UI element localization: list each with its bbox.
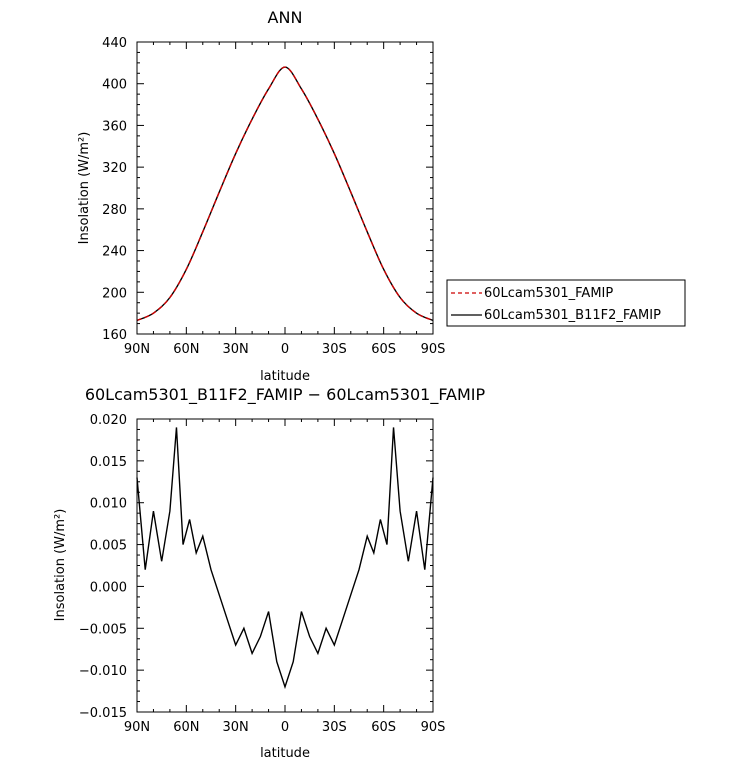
top-y-axis-label: Insolation (W/m²) [77, 132, 92, 245]
top-x-tick-label: 90S [421, 342, 446, 357]
bottom-series-line-60lcam5301-b11f2-famip [136, 427, 434, 690]
bottom-x-tick-label: 30S [322, 720, 347, 735]
bottom-y-tick-label: 0.010 [90, 497, 127, 512]
bottom-chart-title: 60Lcam5301_B11F2_FAMIP − 60Lcam5301_FAMI… [85, 385, 486, 405]
top-series-line-60lcam5301-b11f2-famip [136, 66, 434, 322]
bottom-x-tick-label: 30N [223, 720, 249, 735]
bottom-panel: 60Lcam5301_B11F2_FAMIP − 60Lcam5301_FAMI… [53, 385, 486, 761]
bottom-y-tick-label: 0.015 [90, 455, 127, 470]
bottom-plot-frame [136, 418, 434, 713]
top-y-tick-label: 360 [102, 119, 127, 134]
top-x-tick-label: 60N [173, 342, 199, 357]
top-y-tick-label: 440 [102, 36, 127, 51]
top-y-tick-label: 400 [102, 78, 127, 93]
top-y-tick-label: 160 [102, 328, 127, 343]
bottom-x-tick-label: 90S [421, 720, 446, 735]
bottom-y-tick-label: 0.000 [90, 580, 127, 595]
legend-box [446, 279, 686, 327]
legend-label-famip: 60Lcam5301_FAMIP [484, 286, 613, 301]
bottom-x-axis-label: latitude [260, 746, 310, 761]
top-x-tick-label: 30S [322, 342, 347, 357]
bottom-y-tick-label: −0.010 [79, 664, 127, 679]
top-y-tick-label: 320 [102, 161, 127, 176]
top-x-tick-label: 0 [281, 342, 289, 357]
top-y-tick-label: 200 [102, 286, 127, 301]
bottom-x-tick-label: 90N [124, 720, 150, 735]
top-x-tick-label: 30N [223, 342, 249, 357]
bottom-y-tick-label: 0.005 [90, 539, 127, 554]
legend-label-b11f2: 60Lcam5301_B11F2_FAMIP [484, 308, 661, 323]
bottom-y-tick-label: 0.020 [90, 413, 127, 428]
top-panel: ANN 160 200 240 280 320 360 400 440 90N 60N 30N 0 3… [77, 8, 686, 384]
top-plot-frame [136, 41, 434, 335]
top-x-tick-label: 60S [371, 342, 396, 357]
top-x-axis-label: latitude [260, 369, 310, 384]
top-x-tick-label: 90N [124, 342, 150, 357]
top-y-tick-label: 280 [102, 203, 127, 218]
bottom-y-axis-label: Insolation (W/m²) [53, 509, 68, 622]
bottom-x-tick-label: 60N [173, 720, 199, 735]
bottom-x-tick-label: 0 [281, 720, 289, 735]
top-chart-title: ANN [268, 8, 303, 27]
top-y-tick-label: 240 [102, 245, 127, 260]
bottom-y-tick-label: −0.015 [79, 706, 127, 721]
top-series-line-60lcam5301-famip [136, 66, 434, 322]
bottom-y-tick-label: −0.005 [79, 622, 127, 637]
legend: 60Lcam5301_FAMIP 60Lcam5301_B11F2_FAMIP [446, 279, 686, 327]
bottom-x-tick-label: 60S [371, 720, 396, 735]
